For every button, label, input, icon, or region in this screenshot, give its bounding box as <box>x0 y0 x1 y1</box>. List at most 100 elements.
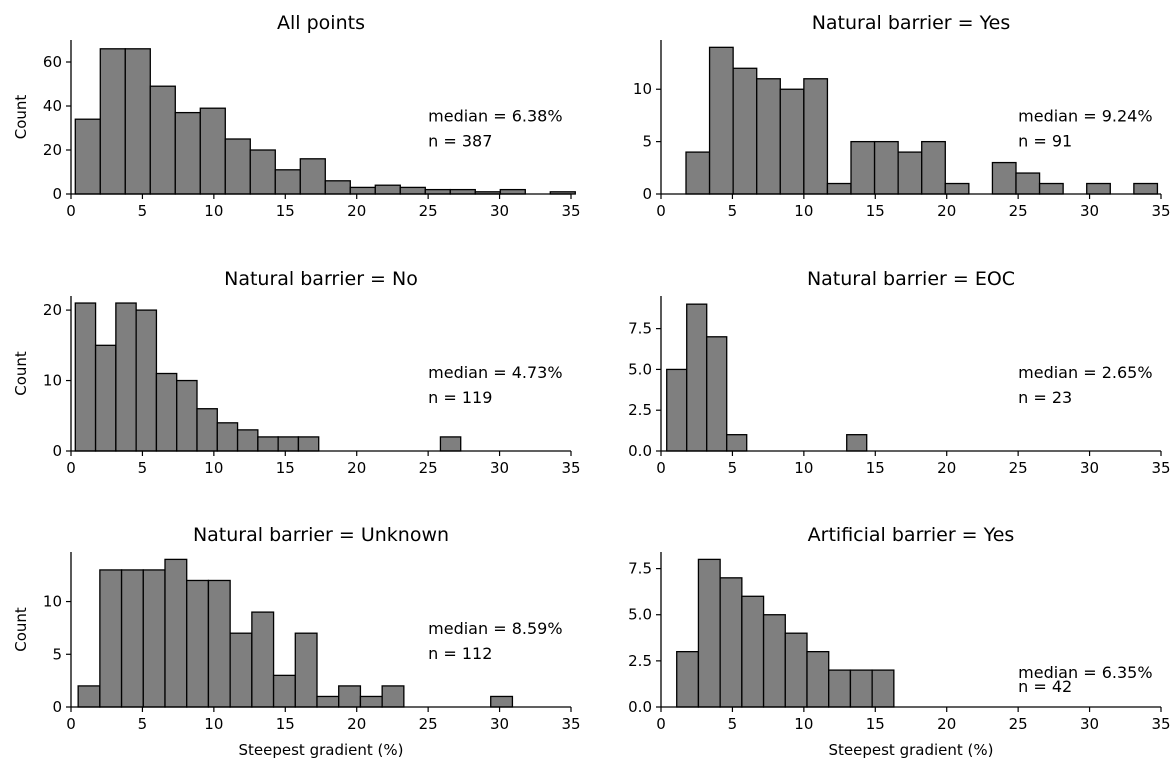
x-tick-label: 15 <box>866 459 885 477</box>
x-tick-label: 30 <box>1080 202 1099 220</box>
histogram-bar <box>236 429 259 452</box>
histogram-bar <box>1015 172 1041 195</box>
histogram-bar <box>338 685 362 708</box>
histogram-bar <box>316 695 340 708</box>
count-annotation: n = 119 <box>428 388 492 407</box>
histogram-bar <box>257 436 279 452</box>
x-tick-label: 35 <box>1151 459 1170 477</box>
panel-title: Natural barrier = No <box>224 268 418 290</box>
panel-title: Natural barrier = EOC <box>807 268 1015 290</box>
histogram-bar <box>846 434 868 452</box>
histogram-bar <box>229 632 253 708</box>
y-tick-label: 5 <box>52 645 62 663</box>
histogram-panel-2: 0 5 10 15 20 25 30 35 0 5 10 Natural barrier = Yes m… <box>633 12 1171 220</box>
y-tick-label: 10 <box>633 80 652 98</box>
histogram-bar <box>944 182 970 195</box>
y-axis-label: Count <box>12 351 30 396</box>
median-annotation: median = 8.59% <box>428 619 562 638</box>
histogram-panel-1: 0 5 10 15 20 25 30 35 0 20 40 60 All points Count medi… <box>12 12 581 220</box>
x-tick-label: 5 <box>728 202 738 220</box>
x-tick-label: 0 <box>66 202 76 220</box>
y-tick-label: 2.5 <box>628 652 652 670</box>
y-tick-label: 0 <box>52 185 62 203</box>
x-tick-label: 25 <box>1009 202 1028 220</box>
x-tick-label: 25 <box>419 202 438 220</box>
histogram-bar <box>149 85 176 195</box>
x-axis-label: Steepest gradient (%) <box>829 741 994 759</box>
count-annotation: n = 112 <box>428 644 492 663</box>
x-tick-label: 5 <box>728 459 738 477</box>
histogram-bar <box>199 107 226 195</box>
histogram-bar <box>74 118 101 195</box>
x-tick-label: 25 <box>419 715 438 733</box>
y-tick-label: 20 <box>43 301 62 319</box>
x-tick-label: 10 <box>794 459 813 477</box>
histogram-bar <box>424 188 451 195</box>
histogram-bar <box>784 632 808 708</box>
histogram-bar <box>120 569 144 708</box>
y-tick-label: 5.0 <box>628 606 652 624</box>
histogram-bar <box>216 422 239 452</box>
x-tick-label: 0 <box>656 715 666 733</box>
x-tick-label: 0 <box>66 459 76 477</box>
panel-title: Artificial barrier = Yes <box>808 524 1015 546</box>
x-tick-label: 15 <box>276 715 295 733</box>
histogram-panel-5: 0 5 10 15 20 25 30 35 0 5 10 Natural barrier = Unkn… <box>12 524 581 759</box>
histogram-bar <box>762 614 786 708</box>
histogram-bar <box>1038 182 1064 195</box>
histogram-bar <box>142 569 166 708</box>
histogram-bar <box>359 695 383 708</box>
x-tick-label: 20 <box>347 715 366 733</box>
count-annotation: n = 42 <box>1018 677 1072 696</box>
histogram-bar <box>99 569 123 708</box>
median-annotation: median = 6.38% <box>428 107 562 126</box>
y-tick-label: 60 <box>43 53 62 71</box>
y-tick-label: 10 <box>43 593 62 611</box>
y-tick-label: 7.5 <box>628 320 652 338</box>
histogram-bar <box>224 138 251 195</box>
x-tick-label: 15 <box>866 715 885 733</box>
x-tick-label: 20 <box>937 715 956 733</box>
x-tick-label: 10 <box>794 202 813 220</box>
histogram-bar <box>297 436 320 452</box>
x-tick-label: 0 <box>66 715 76 733</box>
x-tick-label: 30 <box>1080 715 1099 733</box>
histogram-bar <box>164 558 188 708</box>
x-tick-label: 20 <box>937 202 956 220</box>
histogram-bar <box>1086 182 1111 195</box>
histogram-bar <box>806 650 830 708</box>
histogram-bar <box>897 151 923 195</box>
histogram-bar <box>499 188 526 195</box>
x-tick-label: 5 <box>138 202 148 220</box>
histogram-bar <box>196 408 218 452</box>
histogram-bar <box>828 669 852 708</box>
median-annotation: median = 2.65% <box>1018 363 1152 382</box>
count-annotation: n = 387 <box>428 132 492 151</box>
histogram-bar <box>324 180 351 195</box>
x-tick-label: 25 <box>1009 715 1028 733</box>
histogram-panel-6: 0 5 10 15 20 25 30 35 0.0 2.5 5.0 7.5 Artificial bar… <box>628 524 1170 759</box>
histogram-bar <box>277 436 300 452</box>
histogram-bar <box>155 372 178 452</box>
histogram-bar <box>921 140 946 195</box>
histogram-panel-4: 0 5 10 15 20 25 30 35 0.0 2.5 5.0 7.5 Natural barrie… <box>628 268 1170 477</box>
histogram-bar <box>207 579 231 708</box>
count-annotation: n = 91 <box>1018 132 1072 151</box>
y-axis-label: Count <box>12 607 30 652</box>
histogram-bar <box>741 595 765 708</box>
count-annotation: n = 23 <box>1018 388 1072 407</box>
x-tick-label: 10 <box>204 459 223 477</box>
panel-title: Natural barrier = Yes <box>812 12 1011 34</box>
x-tick-label: 30 <box>490 715 509 733</box>
histogram-bar <box>174 111 201 195</box>
histogram-bar <box>732 67 758 195</box>
x-tick-label: 5 <box>728 715 738 733</box>
histogram-bar <box>873 140 899 195</box>
x-tick-label: 10 <box>204 715 223 733</box>
x-tick-label: 15 <box>276 459 295 477</box>
histogram-bar <box>135 309 158 452</box>
histogram-bar <box>186 579 210 708</box>
histogram-panel-3: 0 5 10 15 20 25 30 35 0 10 20 Natural barrier = No C… <box>12 268 581 477</box>
x-tick-label: 5 <box>138 459 148 477</box>
histogram-bar <box>850 140 876 195</box>
